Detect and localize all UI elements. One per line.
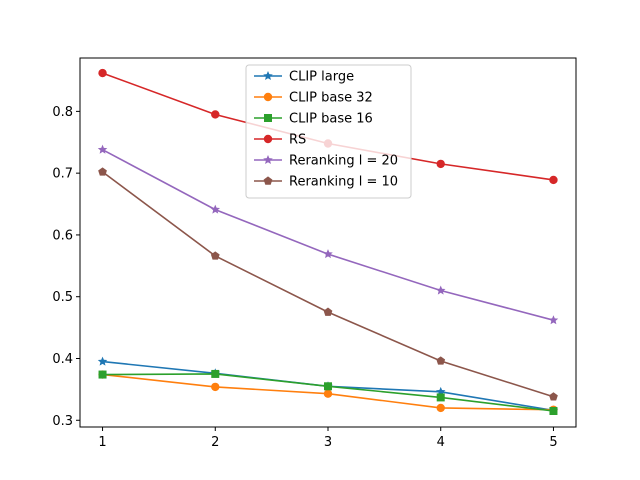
- data-point: [436, 393, 445, 402]
- data-point: [211, 110, 220, 119]
- legend-label: RS: [289, 133, 306, 148]
- data-point: [97, 144, 108, 154]
- data-point: [210, 204, 221, 214]
- data-point: [323, 249, 333, 259]
- data-point: [323, 307, 333, 316]
- data-point: [97, 356, 108, 366]
- y-tick-label: 0.5: [52, 290, 73, 305]
- x-tick-label: 1: [98, 435, 106, 450]
- data-point: [98, 370, 107, 379]
- legend-entry-clip-base-32: CLIP base 32: [254, 91, 373, 106]
- legend-label: CLIP large: [289, 70, 354, 85]
- legend-label: Reranking l = 20: [289, 154, 398, 169]
- y-tick-label: 0.8: [52, 105, 73, 120]
- y-tick-label: 0.7: [52, 167, 73, 182]
- x-tick-label: 4: [437, 435, 445, 450]
- y-axis-ticks: 0.3 0.4 0.5 0.6 0.7 0.8: [52, 105, 80, 429]
- legend-frame: [245, 64, 412, 199]
- y-tick-label: 0.6: [52, 228, 73, 243]
- series-reranking-l-10: [98, 167, 558, 401]
- series-clip-base-16: [98, 369, 558, 415]
- legend-label: Reranking l = 10: [289, 175, 398, 190]
- legend-entry-rs: RS: [254, 133, 306, 148]
- data-point: [324, 382, 332, 391]
- y-tick-label: 0.4: [52, 352, 73, 367]
- legend-marker: [263, 71, 273, 81]
- data-point: [436, 403, 445, 413]
- y-tick-label: 0.3: [52, 414, 73, 429]
- data-point: [98, 167, 107, 176]
- legend-marker: [263, 176, 273, 185]
- series-layer: [97, 68, 559, 415]
- data-point: [549, 392, 558, 401]
- legend-label: CLIP base 32: [289, 91, 373, 106]
- legend-entry-clip-large: CLIP large: [254, 70, 354, 85]
- x-tick-label: 2: [211, 435, 219, 450]
- data-point: [548, 315, 559, 325]
- legend: CLIP large CLIP base 32 CLIP base 16 RS Rera…: [245, 64, 412, 199]
- data-point: [436, 356, 446, 365]
- data-point: [436, 159, 445, 169]
- legend-entry-clip-base-16: CLIP base 16: [254, 112, 373, 127]
- data-point: [210, 251, 220, 260]
- x-axis-ticks: 1 2 3 4 5: [98, 427, 558, 450]
- data-point: [323, 389, 333, 398]
- data-point: [98, 68, 107, 78]
- data-point: [211, 382, 220, 392]
- data-point: [549, 406, 558, 415]
- data-point: [211, 369, 220, 378]
- legend-marker: [263, 155, 273, 165]
- legend-marker: [264, 114, 272, 122]
- series-reranking-l-20: [97, 144, 559, 325]
- legend-label: CLIP base 16: [289, 112, 373, 127]
- legend-entry-reranking-l-20: Reranking l = 20: [254, 154, 398, 169]
- legend-marker: [263, 134, 273, 144]
- legend-entry-reranking-l-10: Reranking l = 10: [254, 175, 398, 190]
- x-tick-label: 3: [324, 435, 332, 450]
- x-tick-label: 5: [549, 435, 557, 450]
- data-point: [435, 285, 446, 295]
- data-point: [549, 175, 558, 185]
- legend-marker: [263, 92, 273, 102]
